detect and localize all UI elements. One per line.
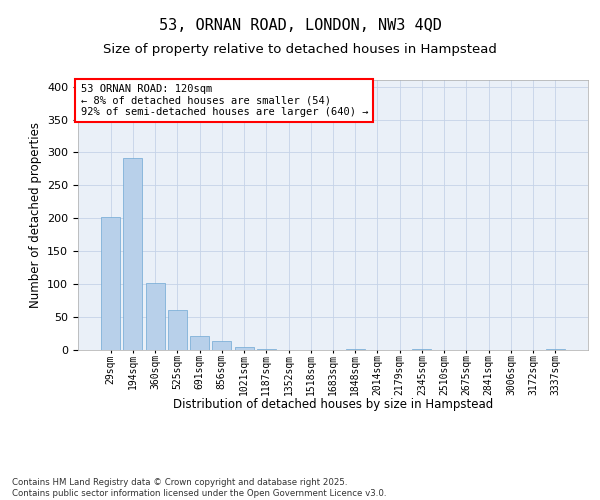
Bar [212, 342, 231, 350]
Bar [146, 284, 164, 350]
Bar [190, 336, 209, 350]
Bar [257, 348, 276, 350]
Text: Contains HM Land Registry data © Crown copyright and database right 2025.
Contai: Contains HM Land Registry data © Crown c… [12, 478, 386, 498]
Bar [168, 310, 187, 350]
Y-axis label: Number of detached properties: Number of detached properties [29, 122, 41, 308]
X-axis label: Distribution of detached houses by size in Hampstead: Distribution of detached houses by size … [173, 398, 493, 411]
Bar [235, 346, 254, 350]
Text: 53 ORNAN ROAD: 120sqm
← 8% of detached houses are smaller (54)
92% of semi-detac: 53 ORNAN ROAD: 120sqm ← 8% of detached h… [80, 84, 368, 117]
Bar [546, 348, 565, 350]
Text: 53, ORNAN ROAD, LONDON, NW3 4QD: 53, ORNAN ROAD, LONDON, NW3 4QD [158, 18, 442, 32]
Bar [101, 217, 120, 350]
Text: Size of property relative to detached houses in Hampstead: Size of property relative to detached ho… [103, 42, 497, 56]
Bar [124, 158, 142, 350]
